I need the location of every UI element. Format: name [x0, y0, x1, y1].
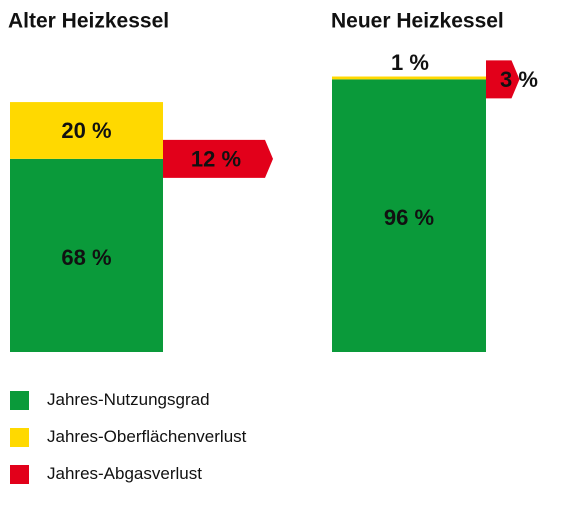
chart-title-alt: Alter Heizkessel — [8, 10, 169, 33]
bar-oberflaechenverlust-alt — [10, 102, 163, 159]
label-abgasverlust-neu: 3 % — [500, 67, 538, 92]
legend-label-oberflaechenverlust: Jahres-Oberflächenverlust — [47, 427, 247, 446]
bar-oberflaechenverlust-neu — [332, 76, 486, 80]
legend-label-nutzungsgrad: Jahres-Nutzungsgrad — [47, 390, 210, 409]
arrow-abgasverlust-neu — [486, 60, 520, 99]
legend-label-abgasverlust: Jahres-Abgasverlust — [47, 464, 202, 483]
label-abgasverlust-alt: 12 % — [191, 146, 241, 171]
bar-nutzungsgrad-neu — [332, 79, 486, 353]
legend-swatch-abgasverlust — [10, 465, 29, 484]
label-nutzungsgrad-neu: 96 % — [384, 205, 434, 230]
label-oberflaechenverlust-alt: 20 % — [61, 118, 111, 143]
arrow-abgasverlust-alt — [163, 139, 273, 178]
legend-swatch-nutzungsgrad — [10, 391, 29, 410]
bar-nutzungsgrad-alt — [10, 158, 163, 352]
label-nutzungsgrad-alt: 68 % — [61, 245, 111, 270]
legend-swatch-oberflaechenverlust — [10, 428, 29, 447]
chart-title-neu: Neuer Heizkessel — [331, 10, 504, 33]
label-oberflaechenverlust-neu: 1 % — [391, 50, 429, 75]
